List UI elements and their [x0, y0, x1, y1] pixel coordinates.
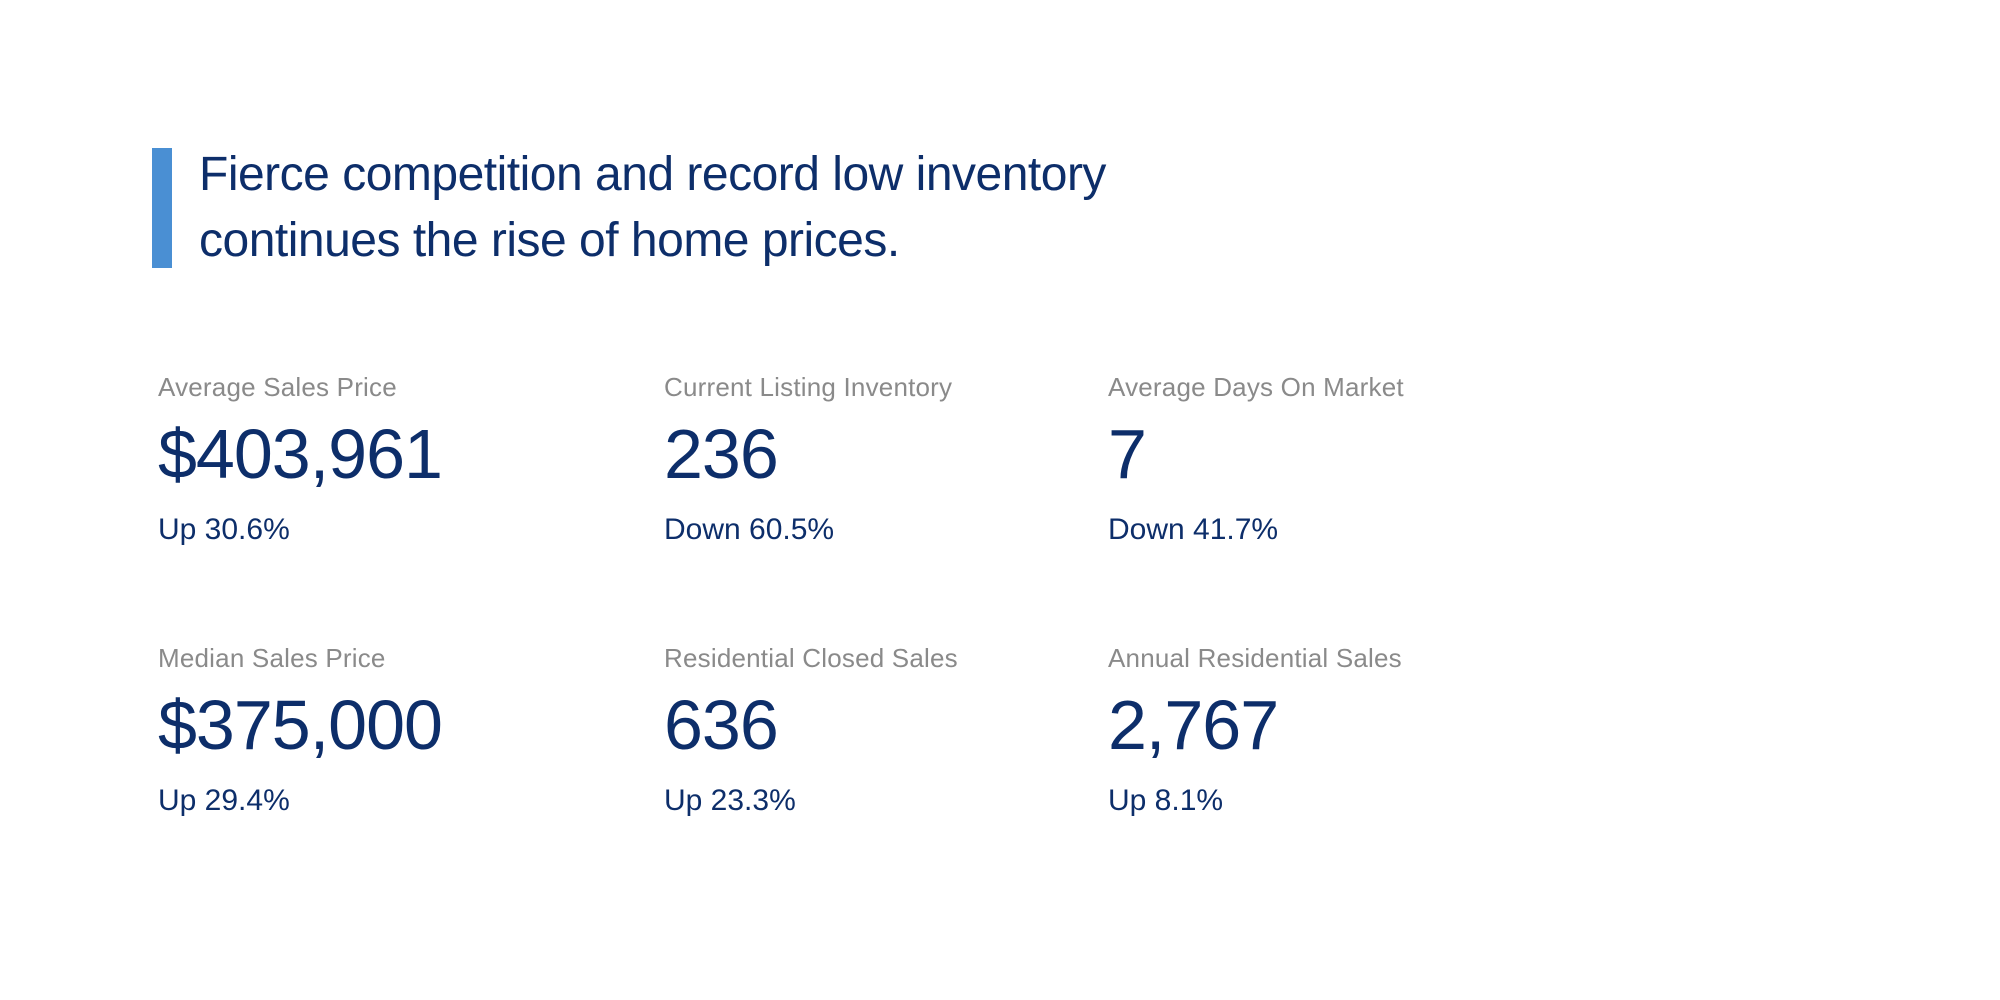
stat-value: 636	[664, 686, 779, 764]
stat-annual-residential-sales: Annual Residential Sales 2,767 Up 8.1%	[1108, 643, 1668, 818]
stat-change: Down 41.7%	[1108, 513, 1279, 546]
page-title: Fierce competition and record low invent…	[199, 142, 1106, 274]
stats-grid: Average Sales Price $403,961 Up 30.6% Cu…	[158, 372, 1668, 818]
stat-change: Up 23.3%	[664, 784, 796, 817]
headline-line-2: continues the rise of home prices.	[199, 214, 900, 267]
stat-change: Down 60.5%	[664, 513, 835, 546]
stat-change: Up 29.4%	[158, 784, 290, 817]
stat-median-sales-price: Median Sales Price $375,000 Up 29.4%	[158, 643, 664, 818]
stat-label: Annual Residential Sales	[1108, 643, 1402, 673]
stat-residential-closed-sales: Residential Closed Sales 636 Up 23.3%	[664, 643, 1108, 818]
stat-label: Average Sales Price	[158, 372, 397, 402]
stat-current-listing-inventory: Current Listing Inventory 236 Down 60.5%	[664, 372, 1108, 547]
stat-average-sales-price: Average Sales Price $403,961 Up 30.6%	[158, 372, 664, 547]
stat-change: Up 8.1%	[1108, 784, 1224, 817]
stat-value: 7	[1108, 415, 1147, 493]
stat-label: Current Listing Inventory	[664, 372, 953, 402]
stat-average-days-on-market: Average Days On Market 7 Down 41.7%	[1108, 372, 1668, 547]
stat-label: Average Days On Market	[1108, 372, 1404, 402]
headline-block: Fierce competition and record low invent…	[152, 142, 1106, 274]
stat-change: Up 30.6%	[158, 513, 290, 546]
stat-value: $403,961	[158, 415, 443, 493]
headline-line-1: Fierce competition and record low invent…	[199, 148, 1106, 201]
stat-label: Median Sales Price	[158, 643, 386, 673]
stat-label: Residential Closed Sales	[664, 643, 958, 673]
stat-value: 236	[664, 415, 779, 493]
headline-accent-bar	[152, 148, 172, 268]
stat-value: $375,000	[158, 686, 443, 764]
stat-value: 2,767	[1108, 686, 1279, 764]
